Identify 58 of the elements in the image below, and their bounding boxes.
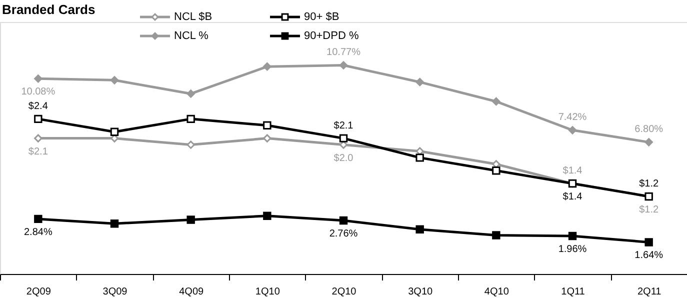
point: [568, 232, 577, 240]
point: [34, 214, 42, 224]
x-tick-label: 3Q10: [408, 286, 433, 298]
data-label: $1.4: [562, 192, 583, 203]
point: [339, 61, 348, 70]
legend-label: 90+ $B: [304, 11, 340, 23]
data-label: $2.1: [28, 146, 48, 158]
data-label: 10.77%: [326, 47, 361, 58]
data-label: $2.4: [28, 100, 48, 112]
x-tick-label: 2Q10: [332, 286, 357, 298]
point: [492, 97, 500, 106]
data-label: 1.64%: [634, 250, 664, 262]
data-label: 2.84%: [24, 226, 52, 238]
data-label: $1.4: [562, 166, 583, 177]
point: [34, 114, 42, 124]
point: [186, 216, 195, 224]
point: [339, 134, 348, 142]
legend-label: NCL %: [174, 30, 209, 42]
data-label: 1.96%: [558, 244, 587, 256]
data-label: $2.1: [334, 120, 354, 132]
x-tick-label: 2Q11: [637, 286, 662, 298]
point: [110, 219, 119, 228]
point: [34, 134, 42, 142]
point: [492, 231, 500, 240]
point: [644, 238, 653, 246]
legend-label: 90+DPD %: [304, 30, 359, 42]
point: [263, 62, 272, 71]
x-tick-label: 4Q09: [179, 286, 204, 298]
x-tick-label: 1Q11: [561, 286, 586, 298]
x-tick-label: 2Q09: [26, 286, 52, 298]
point: [186, 140, 195, 149]
point: [644, 138, 653, 146]
legend-label: NCL $B: [174, 11, 212, 23]
data-label: $1.2: [639, 204, 659, 216]
data-label: 7.42%: [558, 112, 587, 124]
point: [568, 126, 577, 134]
point: [416, 78, 424, 86]
data-label: 10.08%: [21, 86, 56, 98]
point: [339, 216, 348, 225]
point: [492, 166, 500, 175]
point: [34, 74, 42, 83]
point: [263, 212, 272, 220]
point: [110, 76, 119, 84]
data-label: $1.2: [639, 178, 659, 190]
point: [263, 121, 272, 130]
point: [110, 128, 119, 136]
data-label: 6.80%: [634, 124, 664, 136]
point: [263, 134, 272, 142]
point: [186, 114, 195, 124]
data-label: 2.76%: [329, 228, 358, 240]
point: [186, 90, 195, 98]
x-tick-label: 4Q10: [484, 286, 510, 298]
point: [416, 225, 424, 234]
x-tick-label: 1Q10: [255, 286, 280, 298]
chart-title: Branded Cards: [2, 2, 96, 17]
x-tick-label: 3Q09: [102, 286, 128, 298]
point: [416, 154, 424, 162]
data-label: $2.0: [334, 152, 354, 164]
